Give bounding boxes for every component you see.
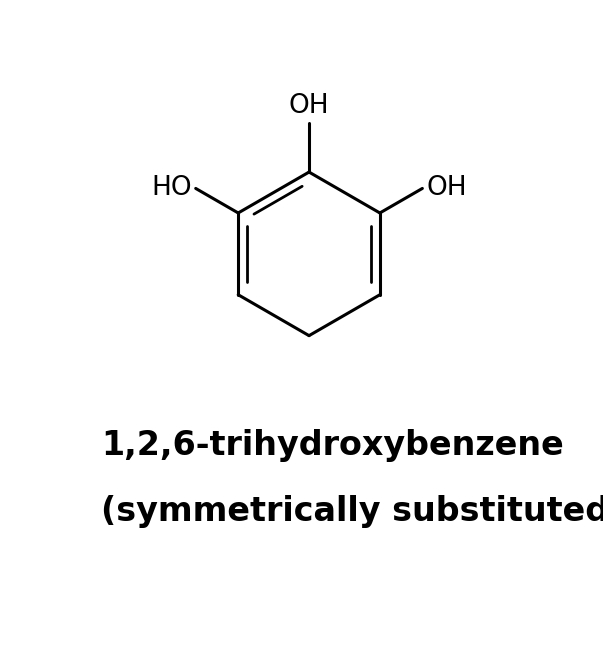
Text: HO: HO	[151, 176, 192, 201]
Text: 1,2,6-trihydroxybenzene: 1,2,6-trihydroxybenzene	[101, 429, 564, 462]
Text: (symmetrically substituted): (symmetrically substituted)	[101, 494, 603, 527]
Text: OH: OH	[426, 176, 467, 201]
Text: OH: OH	[289, 93, 329, 119]
